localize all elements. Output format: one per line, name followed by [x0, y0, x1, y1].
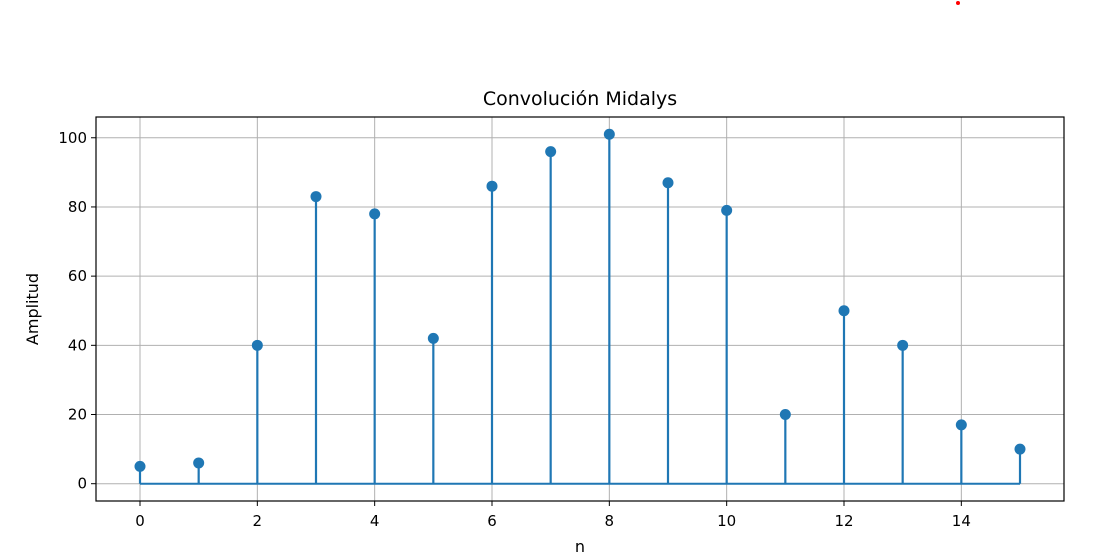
stem-marker	[779, 409, 791, 421]
y-tick-label: 100	[58, 129, 87, 147]
x-tick-label: 4	[370, 512, 380, 530]
x-tick-label: 12	[834, 512, 853, 530]
x-tick-label: 8	[605, 512, 615, 530]
chart-title: Convolución Midalys	[483, 88, 677, 110]
plot-frame	[95, 116, 1065, 502]
y-tick-label: 80	[68, 198, 87, 216]
x-tick-label: 10	[717, 512, 736, 530]
x-tick-label: 6	[487, 512, 497, 530]
y-tick-label: 60	[68, 267, 87, 285]
stem-marker	[545, 146, 557, 158]
grid-layer	[96, 117, 1064, 501]
stem-marker	[369, 208, 381, 220]
stem-marker	[486, 180, 498, 192]
y-tick-label: 0	[77, 475, 87, 493]
stem-marker	[838, 305, 850, 317]
stem-marker	[134, 460, 146, 472]
stem-marker	[897, 339, 909, 351]
stray-red-dot	[956, 1, 960, 5]
stem-marker	[721, 204, 733, 216]
x-axis-label: n	[575, 537, 585, 556]
y-tick-label: 40	[68, 336, 87, 354]
y-tick-label: 20	[68, 406, 87, 424]
stem-layer	[134, 128, 1026, 485]
tick-layer: 0 2 4 6 8 10 12 14 0 20 40 60 80 100	[58, 129, 971, 530]
stem-marker	[1014, 443, 1026, 455]
x-tick-label: 0	[135, 512, 145, 530]
stem-marker	[193, 457, 205, 469]
stem-marker	[662, 177, 674, 189]
x-tick-label: 2	[253, 512, 263, 530]
x-tick-label: 14	[952, 512, 971, 530]
y-axis-label: Amplitud	[23, 273, 42, 345]
stem-marker	[955, 419, 967, 431]
stem-marker	[310, 191, 322, 203]
stem-marker	[603, 128, 615, 140]
stem-marker	[251, 339, 263, 351]
stem-marker	[427, 332, 439, 344]
